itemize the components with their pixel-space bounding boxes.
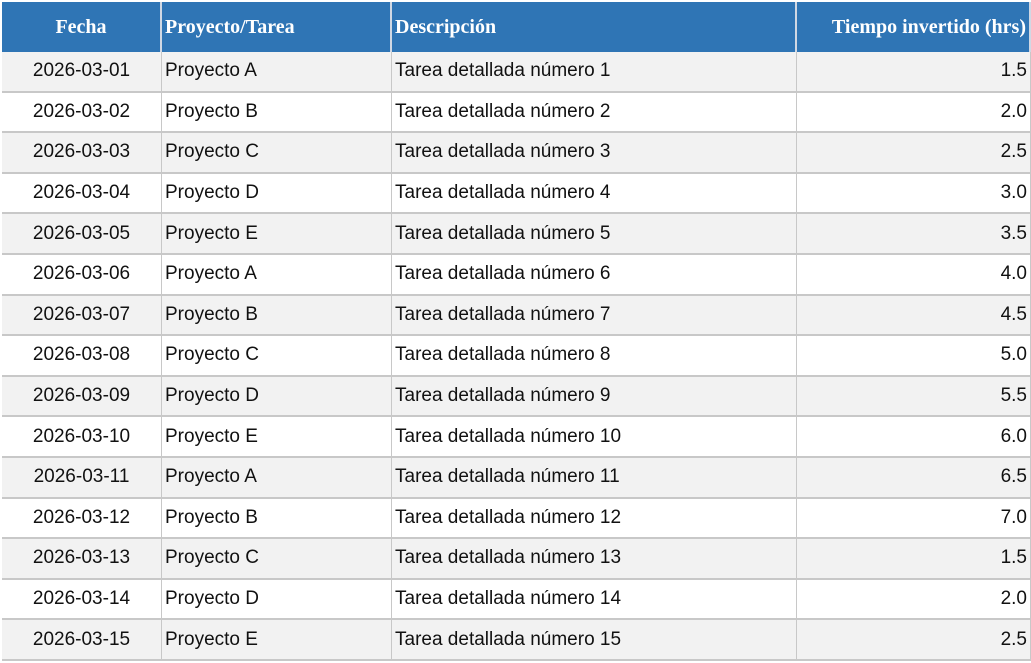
table-cell: Proyecto C — [162, 336, 392, 377]
table-cell: 2.0 — [797, 579, 1031, 621]
table-cell: 2026-03-10 — [2, 417, 162, 458]
header-cell: Descripción — [392, 2, 797, 52]
table-cell: 2026-03-04 — [2, 173, 162, 215]
table-cell: 2026-03-15 — [2, 620, 162, 661]
table-cell: 5.5 — [797, 376, 1031, 418]
table-cell: 2026-03-13 — [2, 539, 162, 580]
table-cell: Tarea detallada número 1 — [392, 52, 797, 93]
table-cell: Proyecto D — [162, 376, 392, 418]
table-cell: Proyecto B — [162, 92, 392, 134]
table-cell: Tarea detallada número 15 — [392, 620, 797, 661]
table-cell: 2026-03-02 — [2, 92, 162, 134]
header-cell: Tiempo invertido (hrs) — [797, 2, 1031, 52]
table-cell: Tarea detallada número 12 — [392, 498, 797, 540]
table-cell: Proyecto D — [162, 173, 392, 215]
table-cell: Tarea detallada número 3 — [392, 133, 797, 174]
header-cell: Fecha — [2, 2, 162, 52]
header-cell: Proyecto/Tarea — [162, 2, 392, 52]
table-cell: 5.0 — [797, 336, 1031, 377]
table-cell: 2.0 — [797, 92, 1031, 134]
table-cell: Proyecto D — [162, 579, 392, 621]
table-cell: Tarea detallada número 2 — [392, 92, 797, 134]
table-cell: 1.5 — [797, 52, 1031, 93]
table-cell: Tarea detallada número 6 — [392, 255, 797, 296]
table-cell: 3.5 — [797, 214, 1031, 255]
table-cell: Tarea detallada número 11 — [392, 458, 797, 499]
table-cell: 2.5 — [797, 620, 1031, 661]
table-cell: Tarea detallada número 7 — [392, 295, 797, 337]
table-cell: Tarea detallada número 14 — [392, 579, 797, 621]
table-cell: Proyecto C — [162, 539, 392, 580]
table-cell: 2026-03-08 — [2, 336, 162, 377]
table-cell: 6.5 — [797, 458, 1031, 499]
table-cell: Proyecto E — [162, 417, 392, 458]
table-cell: 2026-03-05 — [2, 214, 162, 255]
table-cell: 2026-03-03 — [2, 133, 162, 174]
table-cell: Proyecto E — [162, 214, 392, 255]
table-cell: 2026-03-09 — [2, 376, 162, 418]
table-cell: Tarea detallada número 10 — [392, 417, 797, 458]
table-cell: 7.0 — [797, 498, 1031, 540]
table-cell: 4.5 — [797, 295, 1031, 337]
table-cell: Proyecto B — [162, 498, 392, 540]
table-cell: 2026-03-11 — [2, 458, 162, 499]
table-cell: Tarea detallada número 9 — [392, 376, 797, 418]
table-cell: Tarea detallada número 4 — [392, 173, 797, 215]
table-cell: Proyecto E — [162, 620, 392, 661]
table-cell: Proyecto A — [162, 255, 392, 296]
table-cell: Proyecto C — [162, 133, 392, 174]
table-cell: Tarea detallada número 13 — [392, 539, 797, 580]
table-cell: 2026-03-01 — [2, 52, 162, 93]
table-cell: 2026-03-12 — [2, 498, 162, 540]
table-cell: 3.0 — [797, 173, 1031, 215]
table-cell: Proyecto B — [162, 295, 392, 337]
table-cell: Tarea detallada número 8 — [392, 336, 797, 377]
table-cell: 6.0 — [797, 417, 1031, 458]
table-cell: 4.0 — [797, 255, 1031, 296]
table-cell: 2.5 — [797, 133, 1031, 174]
table-cell: 2026-03-06 — [2, 255, 162, 296]
table-cell: 1.5 — [797, 539, 1031, 580]
table-cell: Proyecto A — [162, 52, 392, 93]
table-cell: 2026-03-07 — [2, 295, 162, 337]
table-cell: Proyecto A — [162, 458, 392, 499]
table-cell: Tarea detallada número 5 — [392, 214, 797, 255]
table-cell: 2026-03-14 — [2, 579, 162, 621]
